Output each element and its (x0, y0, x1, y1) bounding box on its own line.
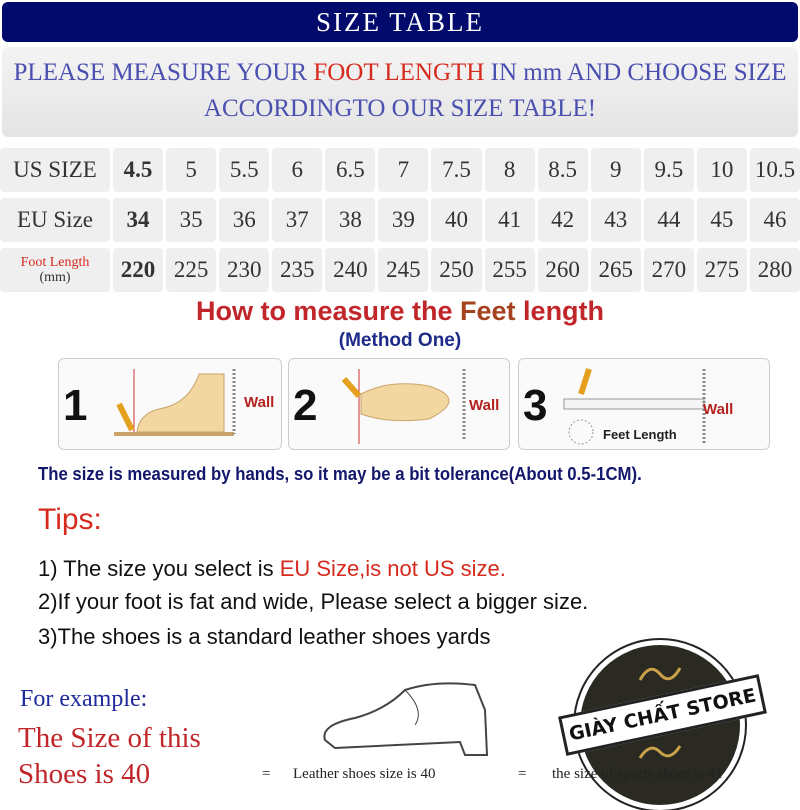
swirl-icon (638, 745, 682, 759)
tip-3: 3)The shoes is a standard leather shoes … (38, 624, 491, 649)
eu-size-cell: 36 (219, 198, 270, 242)
tip-2: 2)If your foot is fat and wide, Please s… (38, 589, 589, 614)
foot-length-cell: 255 (484, 248, 535, 292)
leather-shoe-icon (323, 682, 489, 756)
intro-text-2: IN mm AND CHOOSE SIZE (484, 59, 787, 86)
swirl-icon (638, 667, 682, 681)
equals-sign: = (262, 766, 271, 782)
us-size-row: US SIZE 4.5 5 5.5 6 6.5 7 7.5 8 8.5 9 9.5 10 10.5 (0, 148, 800, 192)
step-2-panel: 2 Wall (288, 358, 510, 450)
foot-side-icon (114, 369, 236, 436)
store-logo: GIÀY CHẤT STORE (558, 640, 767, 810)
howto-title: How to measure the Feet length (0, 296, 800, 327)
us-size-cell: 6 (272, 148, 323, 192)
eu-size-cell: 45 (696, 198, 747, 242)
howto-title-a: How to measure the (195, 296, 461, 326)
tip-1: 1) The size you select is EU Size,is not… (38, 556, 506, 582)
foot-length-cell: 240 (325, 248, 376, 292)
eu-size-cell: 46 (749, 198, 800, 242)
eu-size-cell: 38 (325, 198, 376, 242)
wall-label: Wall (469, 397, 500, 414)
sports-size-text: the size of sports shoes is 41 (552, 766, 723, 782)
tip-1-highlight: EU Size,is not US size. (279, 556, 506, 581)
us-size-cell: 8 (484, 148, 535, 192)
step-1-panel: 1 Wall (58, 358, 282, 450)
leather-size-text: Leather shoes size is 40 (293, 766, 436, 782)
wall-label: Wall (703, 401, 734, 418)
us-size-cell: 9 (590, 148, 641, 192)
foot-length-row: Foot Length (mm) 220 225 230 235 240 245 250 255… (0, 248, 800, 292)
method-label: (Method One) (338, 330, 462, 351)
foot-length-cell: 225 (166, 248, 217, 292)
tolerance-note: The size is measured by hands, so it may… (38, 464, 642, 484)
foot-top-icon (341, 369, 466, 444)
foot-length-cell: 235 (272, 248, 323, 292)
example-label: For example: (20, 686, 148, 712)
us-size-cell: 9.5 (643, 148, 694, 192)
foot-length-cell: 280 (749, 248, 800, 292)
example-line-2: Shoes is 40 (18, 758, 151, 790)
foot-length-cell: 275 (696, 248, 747, 292)
foot-length-cell: 265 (590, 248, 641, 292)
foot-length-cell: 245 (378, 248, 429, 292)
us-size-label: US SIZE (0, 148, 110, 192)
eu-size-cell: 42 (537, 198, 588, 242)
tips-title: Tips: (38, 503, 102, 536)
ruler-icon (563, 368, 706, 445)
intro-line2: ACCORDINGTO OUR SIZE TABLE! (203, 95, 597, 122)
us-size-cell: 4.5 (113, 148, 164, 192)
eu-size-cell: 44 (643, 198, 694, 242)
intro-highlight: FOOT LENGTH (313, 59, 485, 86)
intro-text: PLEASE MEASURE YOUR (13, 59, 314, 86)
wall-label: Wall (244, 394, 275, 411)
eu-size-row: EU Size 34 35 36 37 38 39 40 41 42 43 44 45 46 (0, 198, 800, 242)
eu-size-cell: 37 (272, 198, 323, 242)
us-size-cell: 8.5 (537, 148, 588, 192)
us-size-cell: 7 (378, 148, 429, 192)
us-size-cell: 7.5 (431, 148, 482, 192)
foot-length-cell: 220 (113, 248, 164, 292)
step-number: 1 (63, 381, 88, 430)
size-table-title: SIZE TABLE (2, 2, 798, 42)
howto-title-c: length (515, 296, 605, 326)
foot-length-cell: 250 (431, 248, 482, 292)
equals-sign: = (518, 766, 527, 782)
eu-size-cell: 41 (484, 198, 535, 242)
foot-length-unit: (mm) (39, 269, 71, 285)
step-number: 3 (523, 381, 548, 430)
eu-size-cell: 39 (378, 198, 429, 242)
us-size-cell: 10 (696, 148, 747, 192)
eu-size-cell: 35 (166, 198, 217, 242)
intro-banner: PLEASE MEASURE YOUR FOOT LENGTH IN mm AN… (2, 47, 798, 137)
howto-title-feet: Feet (460, 296, 516, 326)
eu-size-label: EU Size (0, 198, 110, 242)
step-3-panel: 3 Wall Feet Length (518, 358, 770, 450)
us-size-cell: 5 (166, 148, 217, 192)
step-number: 2 (293, 381, 318, 430)
eu-size-cell: 40 (431, 198, 482, 242)
tip-1-text: 1) The size you select is (38, 556, 280, 581)
us-size-cell: 10.5 (749, 148, 800, 192)
eu-size-cell: 34 (113, 198, 164, 242)
foot-length-cell: 260 (537, 248, 588, 292)
foot-length-cell: 230 (219, 248, 270, 292)
example-line-1: The Size of this (18, 722, 201, 754)
us-size-cell: 5.5 (219, 148, 270, 192)
us-size-cell: 6.5 (325, 148, 376, 192)
foot-length-label: Foot Length (mm) (0, 248, 110, 292)
foot-length-text: Foot Length (20, 254, 90, 270)
feet-length-label: Feet Length (603, 427, 677, 442)
eu-size-cell: 43 (590, 198, 641, 242)
foot-length-cell: 270 (643, 248, 694, 292)
